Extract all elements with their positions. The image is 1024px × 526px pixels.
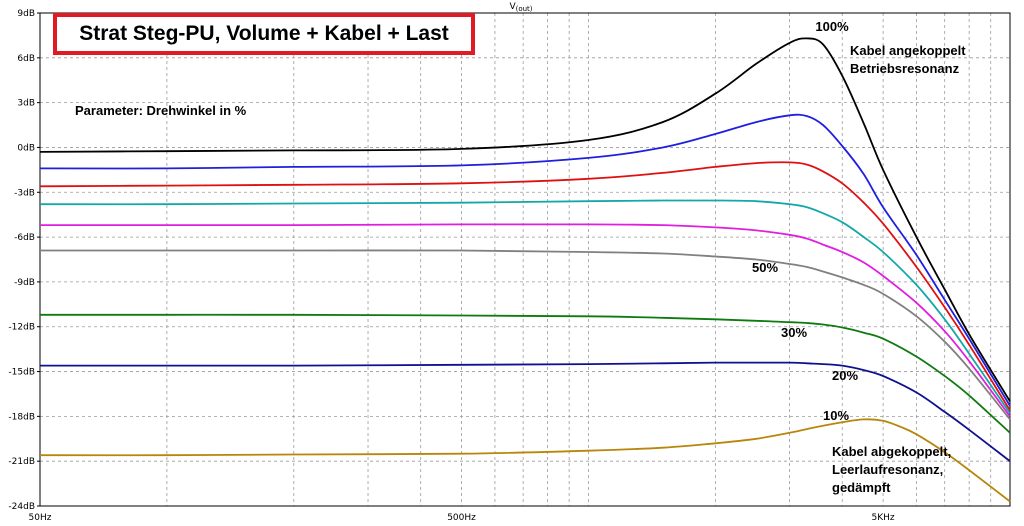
annotation-text: Kabel abgekoppelt, (832, 444, 951, 459)
annotation-text: Kabel angekoppelt (850, 43, 966, 58)
y-axis-ticks: 9dB 6dB 3dB 0dB -3dB -6dB -9dB -12dB -15dB -18dB -… (8, 9, 40, 512)
series-line (40, 313, 1011, 434)
y-tick-label: -18dB (8, 412, 35, 422)
annotation-text: Parameter: Drehwinkel in % (75, 103, 247, 118)
series-line (39, 249, 1011, 420)
y-tick-label: -3dB (14, 188, 35, 198)
y-tick-label: -12dB (8, 323, 35, 333)
annotation-text: gedämpft (832, 480, 891, 495)
series-line (39, 113, 1011, 407)
series-label: 30% (781, 325, 807, 340)
series-lines (39, 37, 1011, 503)
series-line (39, 418, 1011, 503)
y-tick-label: 0dB (17, 143, 35, 153)
plot-border (39, 12, 1011, 507)
series-label: 20% (832, 368, 858, 383)
y-axis-title: V(out) (509, 2, 532, 13)
series-line (39, 37, 1011, 402)
series-line (39, 161, 1011, 411)
series-label: 10% (823, 408, 849, 423)
y-tick-label: 6dB (17, 54, 35, 64)
x-tick-label: 500Hz (447, 513, 476, 523)
annotation-text: Betriebsresonanz (850, 61, 960, 76)
y-tick-label: 3dB (17, 99, 35, 109)
series-labels: 100% 50% 30% 20% 10% (752, 19, 858, 423)
y-tick-label: -9dB (14, 278, 35, 288)
series-label: 50% (752, 260, 778, 275)
chart-title: Strat Steg-PU, Volume + Kabel + Last (79, 22, 449, 45)
series-line (40, 223, 1011, 417)
series-line (39, 199, 1011, 414)
x-tick-label: 50Hz (29, 513, 52, 523)
annotation-text: Leerlaufresonanz, (832, 462, 943, 477)
y-tick-label: 9dB (17, 9, 35, 19)
series-line (40, 361, 1011, 462)
chart-title-box: Strat Steg-PU, Volume + Kabel + Last (53, 13, 475, 55)
plot-frame (39, 12, 1011, 507)
y-tick-label: -15dB (8, 368, 35, 378)
y-tick-label: -6dB (14, 233, 35, 243)
series-label: 100% (815, 19, 849, 34)
annotations: Parameter: Drehwinkel in % Kabel angekopp… (75, 43, 966, 495)
grid (40, 12, 1010, 507)
x-tick-label: 5KHz (872, 513, 895, 523)
y-tick-label: -24dB (8, 502, 35, 512)
x-axis-ticks: 50Hz 500Hz 5KHz (29, 513, 895, 523)
y-tick-label: -21dB (8, 457, 35, 467)
